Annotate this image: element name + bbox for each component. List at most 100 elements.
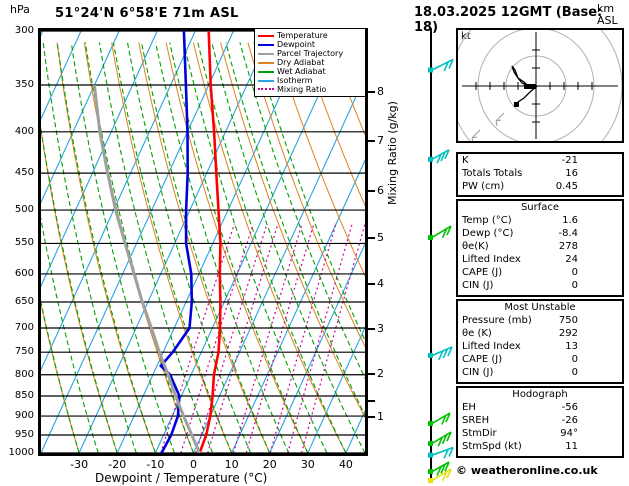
stat-value: 24 bbox=[565, 254, 578, 265]
stat-value: 1.6 bbox=[562, 215, 578, 226]
stat-value: 0.45 bbox=[555, 181, 578, 192]
wind-barb-axis bbox=[430, 28, 432, 478]
stat-row: Dewp (°C) -8.4 bbox=[458, 227, 622, 240]
legend-item-dewpoint: Dewpoint bbox=[258, 40, 362, 49]
stat-row: CIN (J) 0 bbox=[458, 366, 622, 379]
stat-key: Totals Totals bbox=[462, 168, 523, 179]
stat-value: 0 bbox=[571, 354, 578, 365]
height-tick-2: 2 bbox=[377, 366, 384, 380]
stat-value: 0 bbox=[571, 367, 578, 378]
stat-value: 16 bbox=[565, 168, 578, 179]
stat-value: 278 bbox=[558, 241, 578, 252]
pressure-tick-350: 350 bbox=[14, 79, 34, 91]
legend-item-label: Temperature bbox=[277, 30, 328, 40]
hodograph-plot bbox=[458, 30, 622, 141]
height-tick-mark-1 bbox=[368, 416, 375, 419]
height-tick-7: 7 bbox=[377, 134, 384, 148]
temp-tick-30: 30 bbox=[300, 458, 315, 471]
height-unit-label-asl: ASL bbox=[597, 14, 618, 27]
pressure-tick-950: 950 bbox=[14, 429, 34, 441]
stat-key: θe(K) bbox=[462, 241, 489, 252]
stat-row: StmDir 94° bbox=[458, 427, 622, 440]
temp-tick--10: -10 bbox=[146, 458, 165, 471]
stat-row: StmSpd (kt) 11 bbox=[458, 440, 622, 453]
legend-swatch-icon bbox=[258, 87, 274, 92]
stat-key: SREH bbox=[462, 415, 490, 426]
wind-barb bbox=[428, 461, 450, 476]
stat-row: CAPE (J) 0 bbox=[458, 353, 622, 366]
wind-barb bbox=[428, 149, 450, 164]
stat-key: Lifted Index bbox=[462, 341, 521, 352]
stat-key: StmDir bbox=[462, 428, 497, 439]
height-tick-5: 5 bbox=[377, 231, 384, 245]
stat-value: -8.4 bbox=[558, 228, 578, 239]
pressure-tick-450: 450 bbox=[14, 167, 34, 179]
height-tick-mark-6 bbox=[368, 189, 375, 192]
stat-key: StmSpd (kt) bbox=[462, 441, 522, 452]
temp-tick-0: 0 bbox=[189, 458, 197, 471]
panel-title: Surface bbox=[520, 202, 560, 213]
height-tick-mark-3 bbox=[368, 327, 375, 330]
height-tick-mark-7 bbox=[368, 140, 375, 143]
height-tick-3: 3 bbox=[377, 321, 384, 335]
pressure-tick-400: 400 bbox=[14, 125, 34, 137]
stat-value: 13 bbox=[565, 341, 578, 352]
legend-item-label: Parcel Trajectory bbox=[277, 48, 344, 58]
height-unit-label-km: km bbox=[597, 2, 615, 15]
indices-panel: K -21 Totals Totals 16 PW (cm) 0.45 bbox=[456, 152, 624, 197]
legend: Temperature Dewpoint Parcel Trajectory Dry … bbox=[254, 28, 366, 97]
legend-swatch-icon bbox=[258, 61, 274, 64]
stat-row: PW (cm) 0.45 bbox=[458, 180, 622, 193]
wind-barb bbox=[428, 346, 453, 361]
wind-barb bbox=[428, 225, 452, 241]
legend-item-label: Dewpoint bbox=[277, 39, 316, 49]
stat-key: CAPE (J) bbox=[462, 267, 503, 278]
legend-item-wet-adiabat: Wet Adiabat bbox=[258, 67, 362, 76]
stat-row: K -21 bbox=[458, 154, 622, 167]
stat-row: SREH -26 bbox=[458, 414, 622, 427]
stat-row: Lifted Index 24 bbox=[458, 253, 622, 266]
height-tick-6: 6 bbox=[377, 183, 384, 197]
stat-key: θe (K) bbox=[462, 328, 492, 339]
x-axis-title: Dewpoint / Temperature (°C) bbox=[95, 471, 268, 485]
wind-barbs bbox=[428, 58, 454, 483]
temp-tick--20: -20 bbox=[108, 458, 127, 471]
skewt-diagram bbox=[41, 31, 365, 453]
stat-value: 0 bbox=[571, 280, 578, 291]
legend-item-temperature: Temperature bbox=[258, 31, 362, 40]
stat-row: Totals Totals 16 bbox=[458, 167, 622, 180]
stat-row: θe (K) 292 bbox=[458, 327, 622, 340]
sounding-curves bbox=[92, 31, 222, 453]
wind-barb bbox=[428, 431, 452, 447]
most-unstable-panel: Most Unstable Pressure (mb) 750 θe (K) 292 Li… bbox=[456, 299, 624, 384]
stat-row: CIN (J) 0 bbox=[458, 279, 622, 292]
wind-barb bbox=[428, 446, 454, 459]
stat-key: Temp (°C) bbox=[462, 215, 512, 226]
pressure-tick-900: 900 bbox=[14, 410, 34, 422]
stat-key: Dewp (°C) bbox=[462, 228, 514, 239]
lcl-tick-mark bbox=[368, 400, 375, 403]
stat-key: EH bbox=[462, 402, 476, 413]
legend-swatch-icon bbox=[258, 52, 274, 55]
pressure-tick-300: 300 bbox=[14, 25, 34, 36]
y-axis-title-mixing-ratio: Mixing Ratio (g/kg) bbox=[386, 101, 399, 205]
page-title: 51°24'N 6°58'E 71m ASL bbox=[55, 6, 239, 21]
height-tick-mark-5 bbox=[368, 237, 375, 240]
stat-key: Lifted Index bbox=[462, 254, 521, 265]
stat-value: -26 bbox=[561, 415, 578, 426]
wind-barb bbox=[428, 468, 452, 483]
legend-item-label: Wet Adiabat bbox=[277, 66, 326, 76]
stat-key: PW (cm) bbox=[462, 181, 505, 192]
stat-value: 292 bbox=[558, 328, 578, 339]
stat-row: Lifted Index 13 bbox=[458, 340, 622, 353]
stat-key: CIN (J) bbox=[462, 280, 494, 291]
height-tick-mark-4 bbox=[368, 282, 375, 285]
legend-item-dry-adiabat: Dry Adiabat bbox=[258, 58, 362, 67]
datetime-label: 18.03.2025 12GMT (Base: 18) bbox=[414, 5, 603, 35]
height-tick-mark-2 bbox=[368, 372, 375, 375]
stat-key: K bbox=[462, 155, 469, 166]
surface-panel: Surface Temp (°C) 1.6 Dewp (°C) -8.4 θe(K) 278… bbox=[456, 199, 624, 297]
stat-row: Pressure (mb) 750 bbox=[458, 314, 622, 327]
height-tick-mark-8 bbox=[368, 90, 375, 93]
wet-adiabat-lines bbox=[41, 42, 365, 453]
